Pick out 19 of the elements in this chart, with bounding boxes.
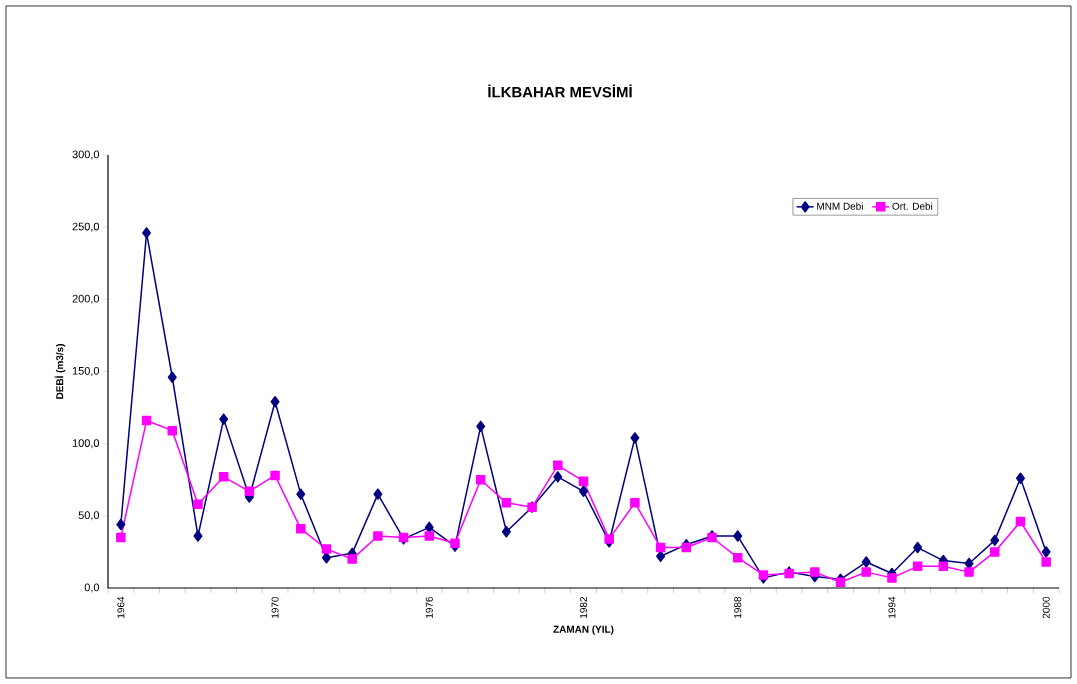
x-tick-label: 1994 <box>888 596 896 618</box>
chart-title: İLKBAHAR MEVSİMİ <box>488 84 632 98</box>
y-tick-label: 50,0 <box>78 511 100 521</box>
x-axis-title: ZAMAN (YIL) <box>553 625 614 635</box>
y-tick-label: 200,0 <box>72 294 100 304</box>
y-tick-label: 100,0 <box>72 439 100 449</box>
y-tick-label: 250,0 <box>72 222 100 232</box>
y-axis-title: DEBİ (m3/s) <box>54 344 66 399</box>
legend-label: MNM Debi <box>817 202 863 210</box>
y-tick-label: 0,0 <box>84 583 100 593</box>
x-tick-label: 1982 <box>579 597 588 618</box>
x-tick-label: 1988 <box>734 596 742 618</box>
y-tick-label: 300,0 <box>72 150 100 160</box>
legend-label: Ort. Debi <box>892 202 933 210</box>
x-tick-label: 2000 <box>1042 596 1050 619</box>
y-tick-label: 150,0 <box>72 366 100 377</box>
x-tick-label: 1970 <box>271 596 279 618</box>
x-tick-label: 1976 <box>425 596 433 618</box>
x-tick-label: 1964 <box>117 596 125 618</box>
